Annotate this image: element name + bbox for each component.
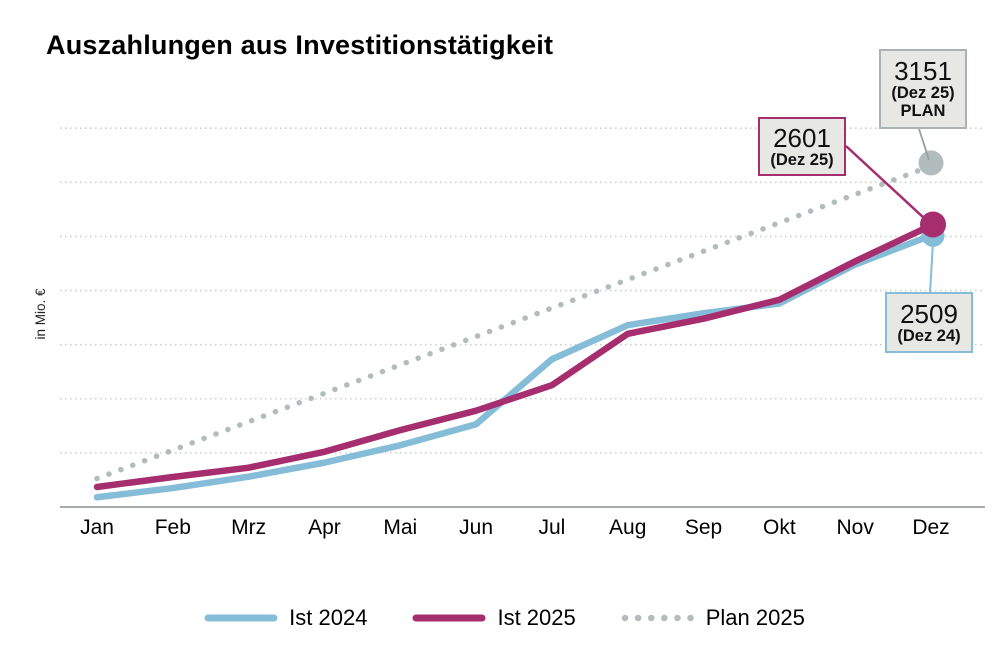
leader-line-ist-2025: [845, 145, 933, 227]
series-end-marker-ist-2025: [920, 211, 947, 238]
x-axis-label-feb: Feb: [154, 516, 191, 539]
annotation-ist2025-period: (Dez 25): [770, 150, 834, 169]
leader-line-ist-2024: [929, 241, 935, 294]
legend: Ist 2024 Ist 2025 Plan 2025: [0, 605, 1008, 631]
x-axis-label-mrz: Mrz: [231, 516, 267, 539]
annotation-plan-value: 3151: [894, 56, 952, 87]
x-axis-label-sep: Sep: [684, 516, 723, 539]
legend-item-plan-2025: Plan 2025: [620, 605, 805, 631]
x-axis-label-nov: Nov: [836, 516, 874, 539]
legend-swatch-solid: [204, 614, 278, 622]
x-axis-label-mai: Mai: [383, 516, 418, 539]
annotation-ist2024-value: 2509: [900, 298, 958, 329]
x-axis-label-aug: Aug: [609, 516, 647, 539]
legend-label: Ist 2024: [289, 605, 368, 630]
annotation-ist2025-dez25: 2601 (Dez 25): [758, 117, 846, 176]
x-axis-label-jun: Jun: [459, 516, 494, 539]
series-line-plan-2025: [94, 163, 934, 482]
annotation-ist2024-dez24: 2509 (Dez 24): [885, 292, 973, 353]
legend-item-ist-2025: Ist 2025: [411, 605, 576, 631]
x-axis-label-jan: Jan: [80, 516, 114, 539]
legend-item-ist-2024: Ist 2024: [203, 605, 367, 631]
x-axis-label-apr: Apr: [308, 516, 341, 539]
series-line-ist-2024: [93, 232, 935, 501]
x-axis-label-dez: Dez: [912, 516, 950, 539]
annotation-ist2025-value: 2601: [773, 122, 831, 153]
legend-label: Plan 2025: [705, 605, 805, 630]
series-end-marker-plan-2025: [918, 150, 944, 176]
leader-line-plan: [918, 128, 930, 161]
legend-swatch-dotted: [621, 614, 694, 622]
annotation-plan-tag: PLAN: [900, 102, 946, 121]
annotation-plan-dez25: 3151 (Dez 25) PLAN: [879, 49, 967, 129]
series-line-ist-2025: [93, 222, 935, 491]
x-axis-label-okt: Okt: [763, 516, 796, 539]
x-axis-label-jul: Jul: [538, 516, 566, 539]
legend-label: Ist 2025: [497, 605, 576, 630]
chart-title: Auszahlungen aus Investitionstätigkeit: [46, 30, 554, 60]
legend-swatch-solid: [412, 614, 486, 622]
annotation-ist2024-period: (Dez 24): [897, 326, 961, 345]
annotation-plan-period: (Dez 25): [891, 84, 955, 103]
